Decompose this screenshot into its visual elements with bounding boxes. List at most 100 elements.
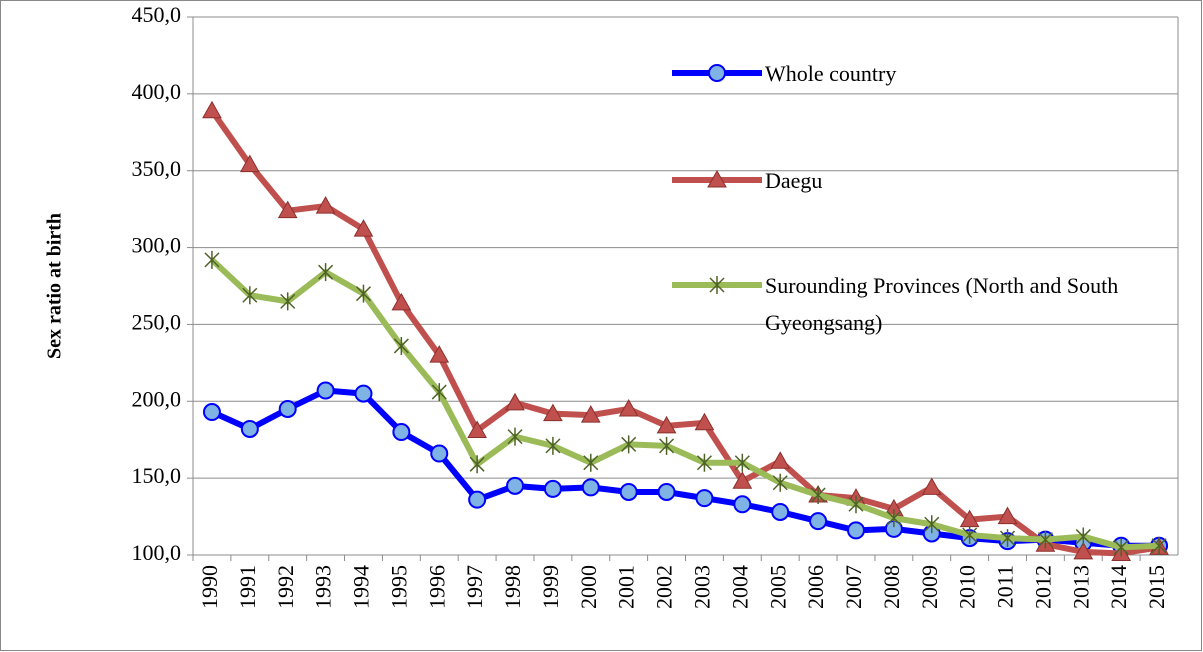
- point: [770, 451, 791, 469]
- point: [543, 479, 562, 498]
- point: [204, 250, 220, 269]
- point: [659, 436, 675, 455]
- point: [355, 284, 372, 303]
- x-tick-label: 2000: [576, 565, 601, 609]
- point: [656, 415, 677, 434]
- point: [277, 200, 298, 219]
- x-tick-label: 2011: [993, 565, 1018, 608]
- point: [732, 471, 753, 489]
- y-tick-label: 300,0: [132, 233, 182, 258]
- point: [242, 286, 258, 305]
- point: [278, 399, 297, 418]
- point: [997, 506, 1018, 525]
- point: [430, 444, 449, 463]
- x-tick-label: 2012: [1030, 565, 1055, 609]
- x-tick-label: 2001: [614, 565, 639, 609]
- x-tick-label: 2009: [917, 565, 942, 609]
- point: [695, 489, 714, 508]
- legend-key: [672, 276, 762, 294]
- point: [734, 453, 750, 472]
- point: [505, 392, 525, 411]
- point: [581, 478, 600, 497]
- y-tick-label: 200,0: [132, 386, 182, 411]
- point: [618, 398, 639, 417]
- point: [619, 482, 638, 501]
- point: [431, 383, 447, 402]
- x-tick-label: 2005: [765, 565, 790, 609]
- point: [708, 64, 726, 82]
- point: [924, 515, 940, 534]
- point: [1113, 538, 1129, 557]
- y-tick-label: 100,0: [132, 540, 182, 565]
- x-tick-label: 1990: [197, 565, 222, 609]
- point: [580, 405, 601, 423]
- y-axis-label: Sex ratio at birth: [44, 213, 66, 359]
- point: [354, 384, 373, 403]
- point: [696, 453, 712, 472]
- x-tick-label: 1994: [349, 565, 374, 609]
- point: [239, 154, 260, 173]
- x-tick-label: 2004: [727, 565, 752, 609]
- point: [280, 292, 296, 311]
- point: [468, 490, 487, 509]
- x-tick-label: 2008: [879, 565, 904, 609]
- y-tick-label: 250,0: [132, 309, 182, 334]
- x-tick-label: 2007: [841, 565, 866, 609]
- y-tick-label: 150,0: [132, 463, 182, 488]
- point: [545, 436, 561, 455]
- point: [657, 482, 676, 501]
- point: [621, 435, 637, 454]
- x-tick-label: 2013: [1068, 565, 1093, 609]
- x-tick-label: 1995: [386, 565, 411, 609]
- point: [1151, 536, 1167, 555]
- y-tick-label: 350,0: [132, 156, 182, 181]
- point: [391, 292, 412, 311]
- point: [507, 427, 523, 446]
- legend-label: Daegu: [765, 168, 823, 193]
- point: [846, 521, 865, 540]
- x-tick-label: 1993: [311, 565, 336, 609]
- point: [316, 381, 335, 400]
- x-tick-label: 1998: [500, 565, 525, 609]
- point: [886, 509, 902, 528]
- point: [240, 419, 259, 438]
- point: [429, 345, 450, 363]
- point: [469, 455, 485, 474]
- point: [707, 169, 727, 188]
- point: [315, 196, 336, 214]
- point: [733, 495, 752, 514]
- series-line: [209, 257, 1160, 551]
- point: [1073, 541, 1094, 560]
- point: [810, 486, 826, 505]
- point: [353, 219, 374, 237]
- point: [202, 100, 222, 119]
- point: [583, 453, 599, 472]
- x-tick-label: 2006: [803, 565, 828, 609]
- x-tick-label: 1997: [462, 565, 487, 609]
- y-tick-label: 400,0: [132, 79, 182, 104]
- x-tick-label: 2015: [1144, 565, 1169, 609]
- point: [809, 512, 828, 531]
- point: [848, 495, 864, 514]
- x-tick-label: 2003: [689, 565, 714, 609]
- point: [694, 412, 715, 431]
- series: [202, 100, 1169, 561]
- y-tick-label: 450,0: [132, 2, 182, 27]
- x-tick-label: 2010: [955, 565, 980, 609]
- legend-label: Surounding Provinces (North and South Gy…: [765, 273, 1119, 335]
- series: [204, 250, 1167, 557]
- x-tick-label: 1992: [273, 565, 298, 609]
- legend-label: Whole country: [765, 61, 897, 86]
- legend-key: [672, 64, 762, 82]
- point: [393, 336, 409, 355]
- x-tick-label: 2002: [652, 565, 677, 609]
- point: [467, 420, 487, 438]
- point: [962, 526, 978, 545]
- point: [999, 529, 1016, 548]
- x-tick-label: 1991: [235, 565, 260, 609]
- point: [772, 473, 788, 492]
- x-tick-label: 1999: [538, 565, 563, 609]
- x-tick-label: 2014: [1106, 565, 1131, 609]
- legend-key: [672, 169, 762, 188]
